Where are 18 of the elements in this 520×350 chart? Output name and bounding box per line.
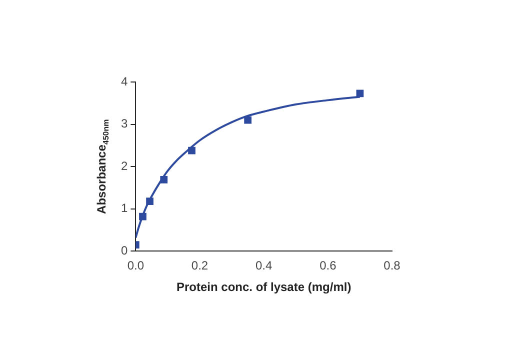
y-tick-label: 0 [120,244,128,258]
point [146,198,154,205]
x-axis-title: Protein conc. of lysate (mg/ml) [176,280,352,294]
x-tick-label: 0.2 [191,258,208,273]
y-tick-label: 3 [120,116,128,131]
point [188,146,196,154]
x-tick-label: 0.0 [127,258,144,273]
y-tick-label: 1 [120,201,128,216]
point [244,116,252,124]
y-tick-label: 2 [120,158,128,173]
y-axis-title: Absorbance450nm [94,119,111,214]
point [160,176,168,184]
point [356,90,364,98]
y-tick-label: 4 [120,74,128,88]
point [139,212,146,220]
x-tick-label: 0.4 [255,258,272,273]
x-tick-label: 0.8 [384,258,401,273]
x-tick-label: 0.6 [320,258,337,273]
